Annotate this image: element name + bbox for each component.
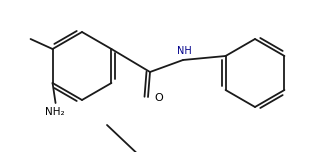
Text: NH₂: NH₂: [45, 107, 64, 117]
Text: O: O: [154, 93, 163, 103]
Text: NH: NH: [177, 46, 191, 56]
